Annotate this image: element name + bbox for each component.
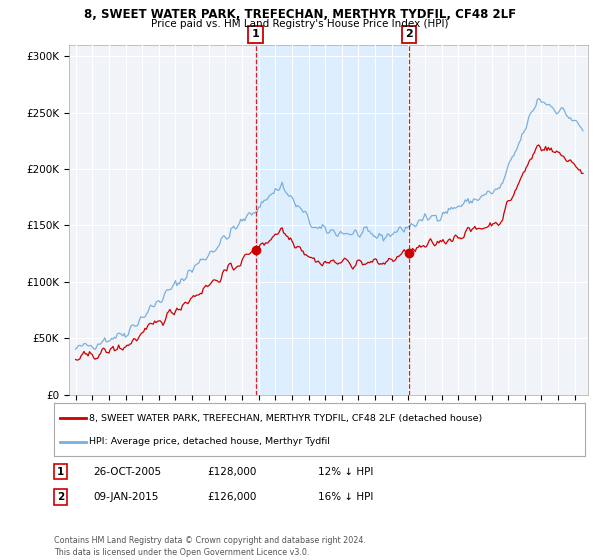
Text: 16% ↓ HPI: 16% ↓ HPI: [318, 492, 373, 502]
Text: 8, SWEET WATER PARK, TREFECHAN, MERTHYR TYDFIL, CF48 2LF: 8, SWEET WATER PARK, TREFECHAN, MERTHYR …: [84, 8, 516, 21]
Text: £126,000: £126,000: [207, 492, 256, 502]
Text: Price paid vs. HM Land Registry's House Price Index (HPI): Price paid vs. HM Land Registry's House …: [151, 19, 449, 29]
Text: 26-OCT-2005: 26-OCT-2005: [93, 466, 161, 477]
Text: 1: 1: [57, 466, 64, 477]
Text: 12% ↓ HPI: 12% ↓ HPI: [318, 466, 373, 477]
Text: HPI: Average price, detached house, Merthyr Tydfil: HPI: Average price, detached house, Mert…: [89, 437, 329, 446]
Bar: [256, 45, 409, 395]
Text: 09-JAN-2015: 09-JAN-2015: [93, 492, 158, 502]
Text: 2: 2: [57, 492, 64, 502]
Text: 2: 2: [405, 29, 413, 39]
Text: 1: 1: [252, 29, 260, 39]
Text: Contains HM Land Registry data © Crown copyright and database right 2024.
This d: Contains HM Land Registry data © Crown c…: [54, 536, 366, 557]
Text: £128,000: £128,000: [207, 466, 256, 477]
Text: 8, SWEET WATER PARK, TREFECHAN, MERTHYR TYDFIL, CF48 2LF (detached house): 8, SWEET WATER PARK, TREFECHAN, MERTHYR …: [89, 414, 482, 423]
